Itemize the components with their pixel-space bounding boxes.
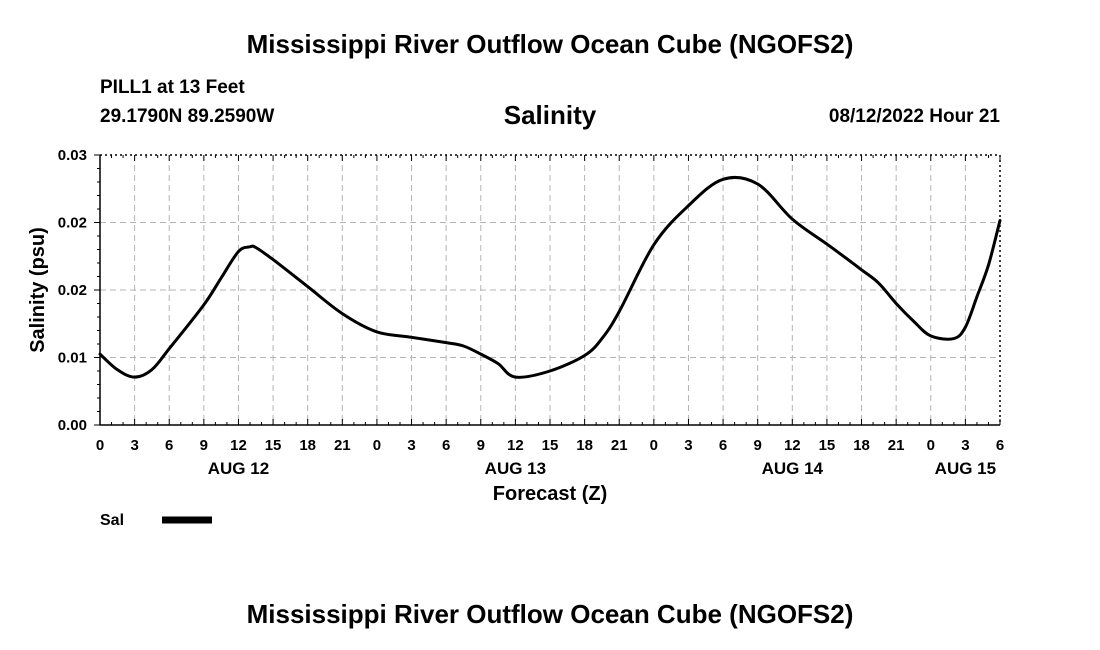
station-label: PILL1 at 13 Feet <box>100 77 245 98</box>
chart-subtitle: Salinity <box>503 100 597 130</box>
x-tick-label: 12 <box>230 437 247 454</box>
forecast-datetime: 08/12/2022 Hour 21 <box>828 106 1000 127</box>
x-tick-label: 0 <box>96 437 104 454</box>
chart-title: Mississippi River Outflow Ocean Cube (NG… <box>246 29 854 59</box>
x-tick-label: 12 <box>784 437 801 454</box>
x-tick-label: 9 <box>477 437 485 454</box>
x-tick-label: 3 <box>130 437 138 454</box>
y-axis-title: Salinity (psu) <box>27 227 49 353</box>
y-tick-label: 0.02 <box>58 215 87 232</box>
x-tick-label: 9 <box>200 437 208 454</box>
x-tick-label: 0 <box>650 437 658 454</box>
station-coordinates: 29.1790N 89.2590W <box>100 106 275 127</box>
y-tick-label: 0.01 <box>58 350 87 367</box>
x-tick-label: 21 <box>334 437 351 454</box>
x-tick-label: 15 <box>819 437 836 454</box>
next-chart-title: Mississippi River Outflow Ocean Cube (NG… <box>246 599 854 629</box>
x-tick-label: 21 <box>888 437 905 454</box>
x-tick-label: 0 <box>927 437 935 454</box>
y-tick-label: 0.03 <box>58 147 87 164</box>
x-day-label: AUG 13 <box>485 459 546 478</box>
x-tick-label: 6 <box>719 437 727 454</box>
x-tick-label: 3 <box>407 437 415 454</box>
x-day-label: AUG 15 <box>935 459 996 478</box>
x-tick-label: 6 <box>996 437 1004 454</box>
x-day-label: AUG 14 <box>762 459 824 478</box>
x-tick-label: 21 <box>611 437 628 454</box>
x-tick-label: 3 <box>684 437 692 454</box>
y-tick-label: 0.00 <box>58 417 87 434</box>
series-line-sal <box>98 175 1002 379</box>
x-tick-label: 9 <box>754 437 762 454</box>
x-tick-label: 6 <box>165 437 173 454</box>
x-tick-label: 18 <box>853 437 870 454</box>
x-tick-label: 15 <box>542 437 559 454</box>
legend-label: Sal <box>100 512 124 529</box>
x-day-label: AUG 12 <box>208 459 269 478</box>
x-tick-label: 0 <box>373 437 381 454</box>
x-tick-label: 12 <box>507 437 524 454</box>
x-tick-label: 3 <box>961 437 969 454</box>
x-tick-label: 18 <box>576 437 593 454</box>
x-tick-label: 6 <box>442 437 450 454</box>
x-tick-label: 15 <box>265 437 282 454</box>
x-tick-label: 18 <box>299 437 316 454</box>
x-axis-title: Forecast (Z) <box>493 483 607 505</box>
y-tick-label: 0.02 <box>58 282 87 299</box>
